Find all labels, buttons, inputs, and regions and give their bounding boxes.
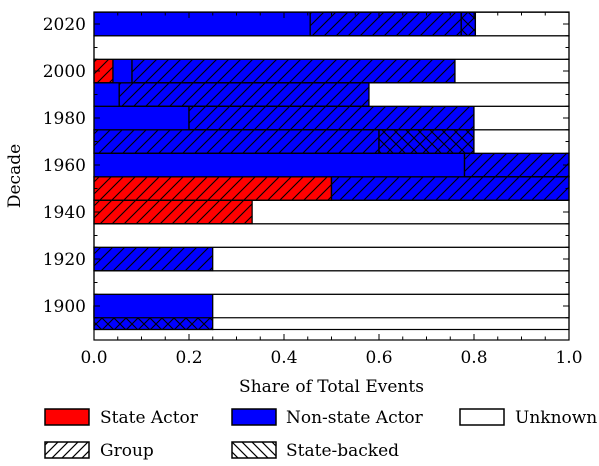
bar-hatch-1970-group: [93, 129, 380, 154]
plot-frame: [93, 11, 570, 341]
bar-segment-2000-non-state-actor: [112, 58, 133, 84]
y-tick-label: 1960: [43, 156, 86, 176]
bar-hatch-1950-group: [330, 176, 570, 201]
bar-hatch-1940-group: [93, 199, 253, 225]
bar-hatch-1960-group: [463, 152, 570, 178]
bar-segment-2010-unknown: [93, 35, 570, 60]
legend-label-state-actor: State Actor: [100, 408, 199, 428]
legend-label-state-backed: State-backed: [286, 441, 399, 461]
bar-segment-2020-non-state-actor: [93, 11, 311, 37]
bar-hatch-1920-group: [93, 246, 214, 272]
y-axis-label: Decade: [5, 144, 25, 208]
bar-segment-2000-unknown: [454, 58, 570, 84]
x-tick-label: 0.2: [175, 348, 202, 368]
bar-segment-1990-unknown: [368, 82, 570, 107]
bar-segment-1900-unknown: [212, 293, 570, 319]
legend-swatch-group: [44, 441, 90, 459]
bars: [93, 11, 570, 331]
bar-hatch-1980-group: [188, 105, 475, 131]
legend-swatch-state-actor: [44, 408, 90, 426]
bar-hatch-2000-group: [131, 58, 456, 84]
bar-segment-1910-unknown: [93, 270, 570, 295]
bar-hatch-2020-group: [309, 11, 462, 37]
bar-segment-1980-non-state-actor: [93, 105, 190, 131]
x-axis-label: Share of Total Events: [239, 377, 424, 397]
y-tick-labels: 1900 1920 1940 1960 1980 2000 2020: [43, 15, 86, 317]
x-tick-label: 0.6: [365, 348, 392, 368]
y-tick-label: 1980: [43, 109, 86, 129]
bar-segment-1920-unknown: [212, 246, 570, 272]
bar-segment-1970-unknown: [473, 129, 570, 154]
bar-segment-1940-unknown: [251, 199, 570, 225]
legend-label-unknown: Unknown: [515, 408, 597, 428]
x-tick-label: 1.0: [555, 348, 582, 368]
bar-hatch-2020-state-backed: [460, 11, 477, 37]
x-tick-label: 0.4: [270, 348, 297, 368]
bar-segment-1930-unknown: [93, 223, 570, 248]
bar-segment-2020-unknown: [474, 11, 570, 37]
legend-swatch-non-state-actor: [231, 408, 277, 426]
y-tick-label: 2020: [43, 15, 86, 35]
y-tick-label: 1940: [43, 203, 86, 223]
bar-hatch-1950-group: [93, 176, 333, 201]
bar-segment-1900-non-state-actor: [93, 293, 214, 319]
legend-label-non-state-actor: Non-state Actor: [286, 408, 424, 428]
bar-segment-1990-non-state-actor: [93, 82, 120, 107]
x-tick-label: 0.0: [80, 348, 107, 368]
bar-segment-1980-unknown: [473, 105, 570, 131]
legend: State Actor Non-state Actor Unknown Grou…: [44, 408, 597, 461]
x-tick-label: 0.8: [460, 348, 487, 368]
legend-swatch-state-backed: [231, 441, 277, 459]
legend-label-group: Group: [100, 441, 154, 461]
y-tick-label: 2000: [43, 62, 86, 82]
bar-segment-1960-non-state-actor: [93, 152, 466, 178]
y-tick-label: 1920: [43, 250, 86, 270]
y-tick-label: 1900: [43, 297, 86, 317]
bar-hatch-1970-state-backed: [378, 129, 475, 154]
bar-hatch-1990-group: [118, 82, 370, 107]
legend-swatch-unknown: [459, 408, 505, 426]
x-tick-labels: 0.0 0.2 0.4 0.6 0.8 1.0: [80, 348, 582, 368]
